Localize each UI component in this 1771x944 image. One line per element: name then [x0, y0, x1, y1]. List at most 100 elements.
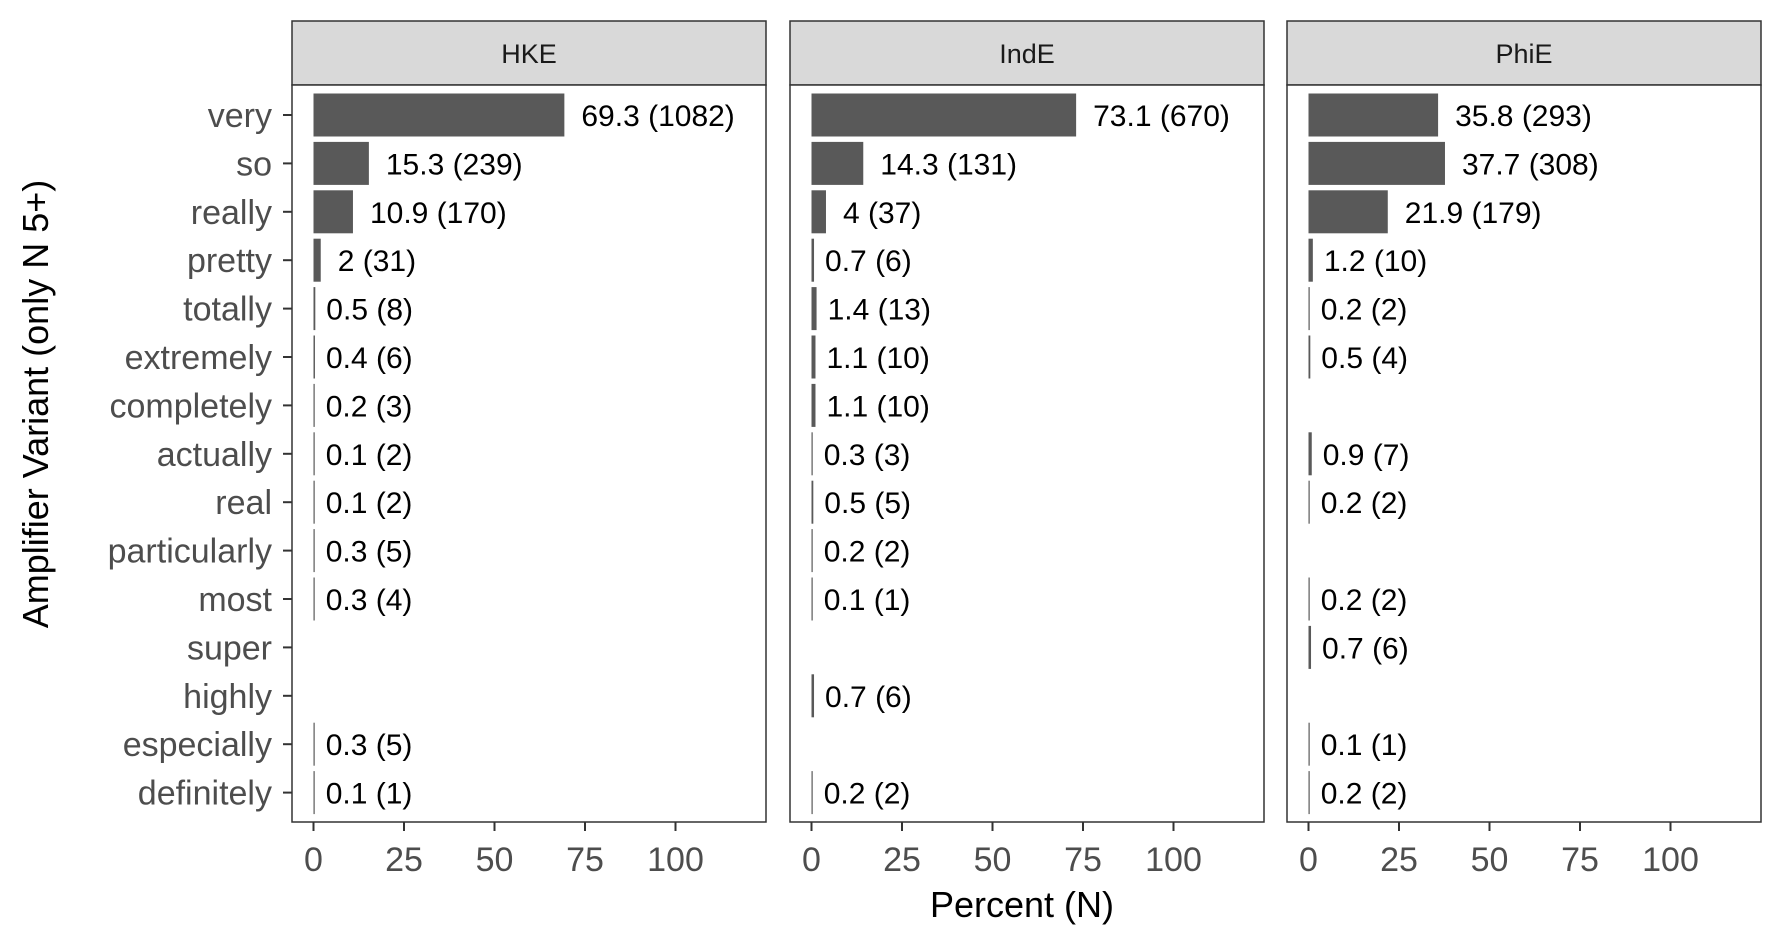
x-tick-label-hke-25: 25 [385, 841, 423, 879]
strip-hke [291, 20, 767, 86]
y-tick-label-really: really [191, 194, 272, 232]
bar-label-phie-definitely: 0.2 (2) [1321, 778, 1408, 811]
bar-label-inde-so: 14.3 (131) [880, 148, 1017, 181]
x-tick-label-phie-0: 0 [1299, 841, 1318, 879]
bar-phie-real [1308, 480, 1310, 524]
bar-inde-so [811, 141, 864, 185]
bar-hke-so [313, 141, 369, 185]
bar-label-inde-pretty: 0.7 (6) [825, 245, 912, 278]
bar-label-hke-completely: 0.2 (3) [326, 390, 413, 423]
x-tick-label-phie-75: 75 [1561, 841, 1599, 879]
bar-hke-really [313, 190, 353, 234]
y-tick-label-so: so [236, 145, 272, 183]
bar-phie-super [1308, 625, 1312, 669]
bar-label-phie-so: 37.7 (308) [1462, 148, 1599, 181]
bar-label-hke-pretty: 2 (31) [338, 245, 416, 278]
y-tick-label-especially: especially [123, 726, 272, 764]
bar-label-inde-particularly: 0.2 (2) [824, 536, 911, 569]
x-axis-title: Percent (N) [930, 884, 1114, 925]
bar-hke-very [313, 93, 565, 137]
bar-label-inde-actually: 0.3 (3) [824, 439, 911, 472]
bar-label-phie-really: 21.9 (179) [1405, 197, 1542, 230]
bar-label-phie-especially: 0.1 (1) [1321, 729, 1408, 762]
bar-label-hke-definitely: 0.1 (1) [326, 778, 413, 811]
y-tick-label-highly: highly [183, 678, 272, 716]
bar-label-inde-definitely: 0.2 (2) [824, 778, 911, 811]
y-tick-label-extremely: extremely [125, 339, 272, 377]
bar-inde-very [811, 93, 1077, 137]
bar-hke-most [313, 577, 315, 621]
bar-label-phie-super: 0.7 (6) [1322, 632, 1409, 665]
strip-label-hke: HKE [501, 39, 557, 69]
bar-phie-pretty [1308, 238, 1313, 282]
x-tick-label-inde-50: 50 [974, 841, 1012, 879]
x-tick-label-inde-75: 75 [1064, 841, 1102, 879]
panel-inde [789, 84, 1265, 823]
bar-hke-especially [313, 722, 315, 766]
y-tick-label-totally: totally [183, 291, 272, 329]
y-tick-label-most: most [198, 581, 272, 619]
bar-phie-definitely [1308, 771, 1310, 815]
x-tick-label-hke-50: 50 [476, 841, 514, 879]
bar-label-inde-very: 73.1 (670) [1093, 100, 1230, 133]
y-tick-label-definitely: definitely [138, 775, 272, 813]
x-tick-label-phie-100: 100 [1642, 841, 1699, 879]
bar-inde-pretty [811, 238, 815, 282]
bar-inde-completely [811, 383, 816, 427]
bar-label-hke-particularly: 0.3 (5) [326, 536, 413, 569]
bar-phie-actually [1308, 432, 1312, 476]
bar-inde-actually [811, 432, 813, 476]
bar-label-hke-very: 69.3 (1082) [581, 100, 734, 133]
y-tick-label-particularly: particularly [108, 533, 272, 571]
bar-inde-real [811, 480, 814, 524]
bar-phie-most [1308, 577, 1310, 621]
bar-label-phie-real: 0.2 (2) [1321, 487, 1408, 520]
bar-label-hke-really: 10.9 (170) [370, 197, 507, 230]
bar-inde-highly [811, 674, 815, 718]
bar-label-inde-completely: 1.1 (10) [826, 390, 929, 423]
bar-label-hke-especially: 0.3 (5) [326, 729, 413, 762]
bar-hke-definitely [313, 771, 315, 815]
bar-phie-especially [1308, 722, 1310, 766]
bar-inde-particularly [811, 529, 813, 573]
x-tick-label-inde-100: 100 [1145, 841, 1202, 879]
bar-label-hke-actually: 0.1 (2) [326, 439, 413, 472]
strip-label-inde: IndE [999, 39, 1055, 69]
bar-hke-actually [313, 432, 315, 476]
y-tick-label-very: very [208, 97, 272, 135]
bar-phie-very [1308, 93, 1439, 137]
y-axis-title: Amplifier Variant (only N 5+) [15, 180, 56, 629]
strip-inde [789, 20, 1265, 86]
bar-phie-really [1308, 190, 1388, 234]
bar-label-inde-totally: 1.4 (13) [828, 294, 931, 327]
bar-hke-totally [313, 287, 316, 331]
bar-label-phie-totally: 0.2 (2) [1321, 294, 1408, 327]
bar-hke-real [313, 480, 315, 524]
bar-label-hke-most: 0.3 (4) [326, 584, 413, 617]
bar-label-inde-really: 4 (37) [843, 197, 921, 230]
bar-inde-totally [811, 287, 817, 331]
strip-label-phie: PhiE [1495, 39, 1552, 69]
x-tick-label-hke-75: 75 [566, 841, 604, 879]
y-tick-label-pretty: pretty [187, 242, 272, 280]
bar-inde-most [811, 577, 813, 621]
bar-hke-pretty [313, 238, 321, 282]
bar-label-inde-most: 0.1 (1) [824, 584, 911, 617]
x-tick-label-inde-25: 25 [883, 841, 921, 879]
bar-label-hke-extremely: 0.4 (6) [326, 342, 413, 375]
bar-hke-particularly [313, 529, 315, 573]
bar-hke-extremely [313, 335, 315, 379]
y-tick-label-super: super [187, 629, 272, 667]
bar-label-phie-most: 0.2 (2) [1321, 584, 1408, 617]
bar-label-phie-extremely: 0.5 (4) [1321, 342, 1408, 375]
x-tick-label-phie-50: 50 [1471, 841, 1509, 879]
bar-label-hke-real: 0.1 (2) [326, 487, 413, 520]
x-tick-label-hke-100: 100 [647, 841, 704, 879]
bar-phie-so [1308, 141, 1445, 185]
bar-phie-extremely [1308, 335, 1311, 379]
bar-inde-definitely [811, 771, 813, 815]
y-tick-label-actually: actually [157, 436, 272, 474]
bar-label-phie-pretty: 1.2 (10) [1324, 245, 1427, 278]
panel-hke [291, 84, 767, 823]
